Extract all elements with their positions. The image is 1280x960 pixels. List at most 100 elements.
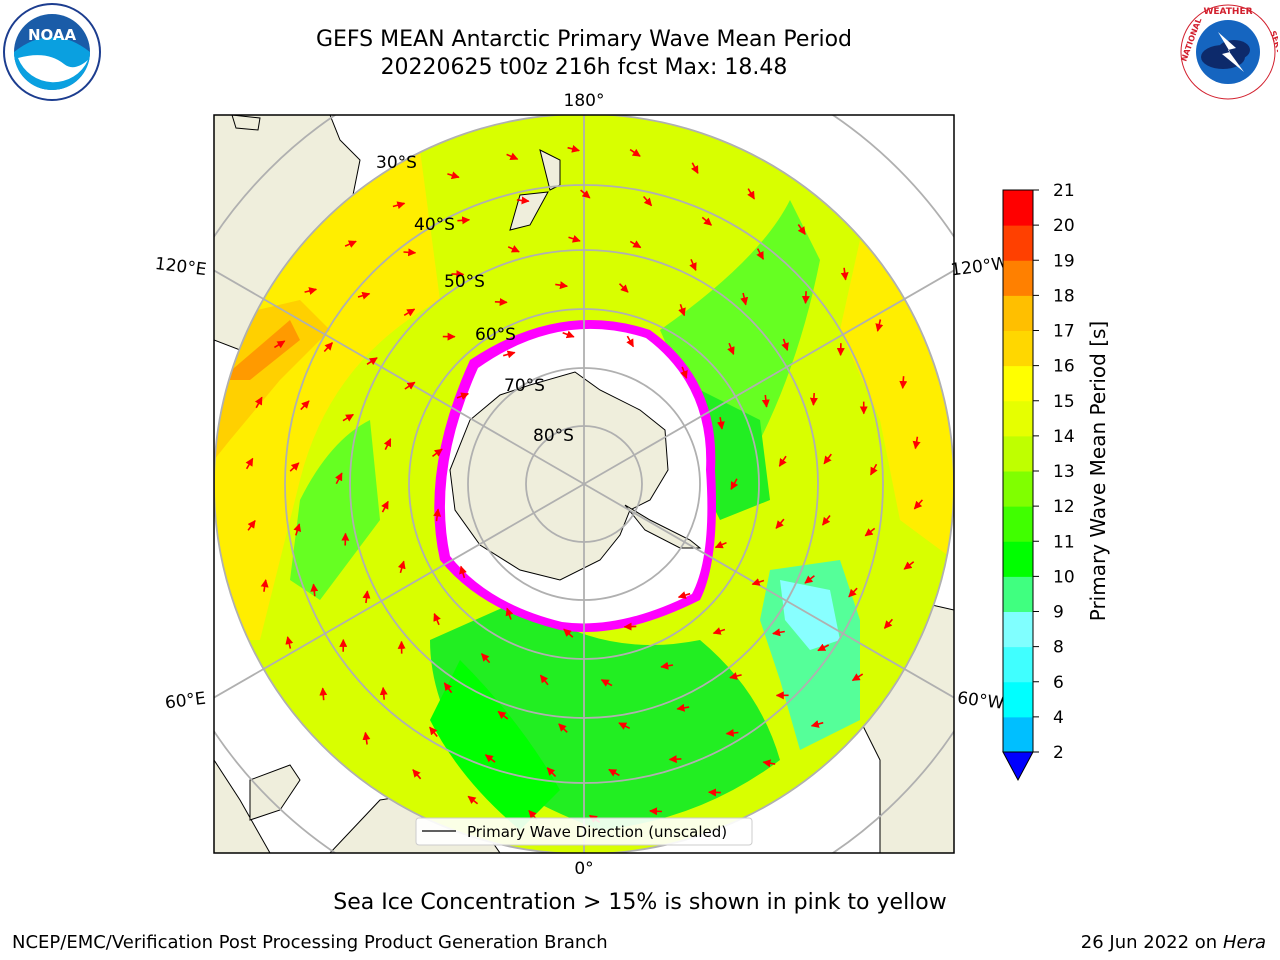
new-zealand-land <box>539 149 561 191</box>
colorbar: 2 4 6 8 9 10 11 12 13 14 15 16 17 18 19 20 21 Primary Wa… <box>1002 181 1110 782</box>
wave-arrow <box>848 587 858 598</box>
wave-arrow <box>725 728 739 737</box>
wave-arrow <box>481 653 491 664</box>
wave-arrow <box>293 523 302 536</box>
wave-arrow <box>730 478 739 491</box>
wave-arrow <box>712 627 726 635</box>
wave-arrow <box>506 152 519 160</box>
colorbar-segment <box>1003 471 1033 507</box>
wave-arrow <box>443 682 453 694</box>
wave-arrow <box>459 565 467 579</box>
wave-arrow <box>608 768 620 777</box>
wave-arrow <box>678 303 686 317</box>
wave-arrow <box>362 731 371 745</box>
wave-arrow <box>451 270 465 279</box>
wave-arrow <box>762 759 776 768</box>
wave-arrow <box>851 673 864 682</box>
footer-machine: Hera <box>1222 932 1266 953</box>
wave-arrow <box>676 703 690 712</box>
wave-arrow <box>429 726 438 738</box>
wave-arrow <box>433 508 442 522</box>
colorbar-label: Primary Wave Mean Period [s] <box>1086 321 1110 622</box>
wave-arrow <box>484 754 496 763</box>
wave-arrow <box>357 291 371 300</box>
lat-label-50s: 50°S <box>444 272 485 292</box>
footer-org: NCEP/EMC/Verification Post Processing Pr… <box>12 932 608 953</box>
lat-label-70s: 70°S <box>504 376 545 396</box>
wave-arrow <box>546 767 557 778</box>
wave-arrow <box>381 500 389 513</box>
colorbar-tick-label: 15 <box>1053 392 1075 412</box>
colorbar-segment <box>1003 646 1033 683</box>
lat-label-80s: 80°S <box>533 426 574 446</box>
wave-direction-arrows <box>245 144 923 823</box>
latitude-labels: 30°S 40°S 50°S 60°S 70°S 80°S <box>376 153 574 446</box>
svg-text:WEATHER: WEATHER <box>1203 7 1252 17</box>
wave-arrow <box>568 234 581 243</box>
wave-arrow <box>626 335 634 348</box>
wave-arrow <box>403 248 417 257</box>
map-panel: 30°S 40°S 50°S 60°S 70°S 80°S Primary Wa… <box>214 115 954 853</box>
wave-arrow <box>727 342 735 356</box>
wave-arrow <box>804 575 815 584</box>
colorbar-segment <box>1003 225 1033 261</box>
wave-arrow <box>562 330 575 339</box>
colorbar-segment <box>1003 541 1033 577</box>
colorbar-tick-label: 13 <box>1053 462 1075 482</box>
wave-arrow <box>580 189 591 199</box>
wave-arrow <box>319 687 328 701</box>
wave-arrow <box>447 171 460 180</box>
wave-arrow <box>781 338 789 352</box>
wave-arrow <box>912 436 921 450</box>
wave-arrow <box>817 643 830 652</box>
wave-arrow <box>797 224 806 235</box>
nws-logo: WEATHER NATIONAL SERVICE <box>1178 2 1280 106</box>
graticule <box>214 115 954 853</box>
wave-arrow <box>761 394 770 408</box>
wave-arrow <box>660 661 674 670</box>
colorbar-tick-label: 10 <box>1053 567 1075 587</box>
map-frame <box>213 114 955 854</box>
wave-arrow <box>304 287 318 295</box>
colorbar-tick-label: 9 <box>1053 603 1064 623</box>
wave-arrow <box>362 590 371 604</box>
wave-arrow <box>629 148 641 157</box>
lon-label-60w: 60°W <box>956 688 1005 714</box>
colorbar-tick-label: 20 <box>1053 216 1075 236</box>
wave-arrow <box>457 216 471 225</box>
wave-arrow <box>289 462 300 472</box>
wave-arrow <box>392 201 406 210</box>
colorbar-segment <box>1003 506 1033 542</box>
wave-arrow <box>623 622 637 631</box>
wave-arrow <box>677 591 691 599</box>
colorbar-segment <box>1003 400 1033 437</box>
colorbar-tick-label: 18 <box>1053 286 1075 306</box>
wave-arrow <box>740 292 749 306</box>
africa-land <box>214 759 271 853</box>
wave-arrow <box>751 578 765 586</box>
wave-arrow <box>412 769 422 780</box>
wave-arrow <box>507 245 520 253</box>
wave-arrow <box>273 340 286 349</box>
wave-arrow <box>747 188 755 200</box>
map-legend: Primary Wave Direction (unscaled) <box>415 817 753 846</box>
wave-arrow <box>810 720 824 728</box>
colorbar-segment <box>1003 681 1033 718</box>
wave-arrow <box>366 357 378 366</box>
colorbar-tick-label: 21 <box>1053 181 1075 201</box>
wave-arrow <box>456 392 470 401</box>
colorbar-segment <box>1003 716 1033 753</box>
wave-arrow <box>778 455 787 467</box>
colorbar-tick-label: 17 <box>1053 322 1075 342</box>
lon-label-120w: 120°W <box>950 254 1010 281</box>
wave-arrow <box>247 519 256 531</box>
wave-arrow <box>502 350 516 359</box>
footer-date: 26 Jun 2022 on Hera <box>1080 932 1266 953</box>
wave-arrow <box>821 515 831 526</box>
colorbar-tick-label: 8 <box>1053 638 1064 658</box>
sea-ice-caption: Sea Ice Concentration > 15% is shown in … <box>333 890 947 915</box>
colorbar-tick-label: 14 <box>1053 427 1075 447</box>
wave-arrow <box>642 195 653 207</box>
lat-label-60s: 60°S <box>475 325 516 345</box>
